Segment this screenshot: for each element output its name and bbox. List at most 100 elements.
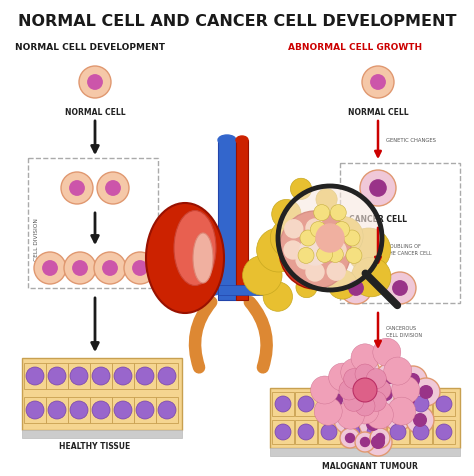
Circle shape <box>114 367 132 385</box>
Circle shape <box>97 172 129 204</box>
Circle shape <box>317 247 333 262</box>
Bar <box>272 420 294 444</box>
Bar <box>270 448 460 456</box>
Circle shape <box>275 396 291 412</box>
Bar <box>46 363 68 389</box>
Circle shape <box>70 401 88 419</box>
Circle shape <box>275 424 291 440</box>
Circle shape <box>371 380 391 400</box>
Circle shape <box>371 75 385 89</box>
Circle shape <box>375 434 384 443</box>
Text: CELL DIVISION: CELL DIVISION <box>34 218 39 261</box>
Circle shape <box>319 212 348 241</box>
Circle shape <box>310 376 338 404</box>
Circle shape <box>70 181 84 195</box>
Circle shape <box>296 251 314 269</box>
FancyArrowPatch shape <box>250 302 267 367</box>
Circle shape <box>316 231 334 249</box>
Circle shape <box>272 199 301 229</box>
Bar <box>433 392 455 416</box>
Circle shape <box>366 369 386 389</box>
Bar <box>90 397 112 423</box>
Circle shape <box>344 391 364 411</box>
Circle shape <box>346 248 362 263</box>
Circle shape <box>158 367 176 385</box>
Bar <box>410 420 432 444</box>
Text: DOUBLING OF
THE CANCER CELL: DOUBLING OF THE CANCER CELL <box>386 244 432 256</box>
Circle shape <box>64 252 96 284</box>
Circle shape <box>355 396 375 416</box>
Text: NORMAL CELL: NORMAL CELL <box>348 108 408 117</box>
Circle shape <box>256 228 301 272</box>
Circle shape <box>48 367 66 385</box>
Circle shape <box>278 186 382 290</box>
Circle shape <box>370 180 386 196</box>
Bar <box>112 397 134 423</box>
Circle shape <box>334 221 350 238</box>
Circle shape <box>243 256 282 295</box>
Circle shape <box>367 424 383 440</box>
Circle shape <box>346 434 355 443</box>
Circle shape <box>263 282 292 311</box>
Bar <box>340 163 460 303</box>
Circle shape <box>328 247 343 262</box>
Circle shape <box>329 366 357 394</box>
FancyArrowPatch shape <box>195 302 211 367</box>
Circle shape <box>340 272 372 304</box>
Circle shape <box>92 367 110 385</box>
Bar <box>28 158 158 288</box>
Bar <box>156 363 178 389</box>
Circle shape <box>346 228 391 272</box>
Circle shape <box>136 401 154 419</box>
Text: ABNORMAL CELL GROWTH: ABNORMAL CELL GROWTH <box>288 43 422 52</box>
Circle shape <box>298 396 314 412</box>
Bar <box>295 420 317 444</box>
Circle shape <box>406 406 434 434</box>
Circle shape <box>393 281 407 295</box>
Circle shape <box>370 428 390 448</box>
Circle shape <box>285 220 303 238</box>
Circle shape <box>328 363 356 391</box>
Circle shape <box>349 281 363 295</box>
Circle shape <box>419 386 432 398</box>
Circle shape <box>337 374 349 387</box>
Circle shape <box>352 358 380 386</box>
Bar <box>22 430 182 438</box>
Circle shape <box>436 424 452 440</box>
Circle shape <box>284 241 302 259</box>
Circle shape <box>346 383 374 411</box>
Ellipse shape <box>146 203 224 313</box>
Circle shape <box>334 406 362 434</box>
Circle shape <box>316 224 344 252</box>
Bar <box>68 397 90 423</box>
Circle shape <box>328 270 357 299</box>
Bar <box>134 397 156 423</box>
Text: CANCEROUS
CELL DIVISION: CANCEROUS CELL DIVISION <box>386 327 422 337</box>
Circle shape <box>124 252 156 284</box>
Circle shape <box>355 432 375 452</box>
Circle shape <box>362 66 394 98</box>
Bar <box>433 420 455 444</box>
Bar <box>90 363 112 389</box>
Circle shape <box>328 241 346 259</box>
Text: CANCER CELL: CANCER CELL <box>349 215 407 224</box>
Circle shape <box>354 391 366 403</box>
Circle shape <box>94 252 126 284</box>
Bar <box>270 388 460 448</box>
Circle shape <box>344 369 364 389</box>
Text: GENETIC CHANGES: GENETIC CHANGES <box>386 138 436 142</box>
Circle shape <box>133 261 147 275</box>
Circle shape <box>330 394 342 407</box>
Circle shape <box>330 205 346 220</box>
Circle shape <box>298 248 314 263</box>
Bar <box>24 397 46 423</box>
Circle shape <box>390 424 406 440</box>
Text: HEALTHY TISSUE: HEALTHY TISSUE <box>59 442 131 451</box>
Bar <box>318 420 340 444</box>
Bar <box>341 420 363 444</box>
Circle shape <box>114 401 132 419</box>
Text: MALOGNANT TUMOUR: MALOGNANT TUMOUR <box>322 462 418 471</box>
Circle shape <box>372 436 384 448</box>
Circle shape <box>413 424 429 440</box>
Circle shape <box>296 277 317 298</box>
